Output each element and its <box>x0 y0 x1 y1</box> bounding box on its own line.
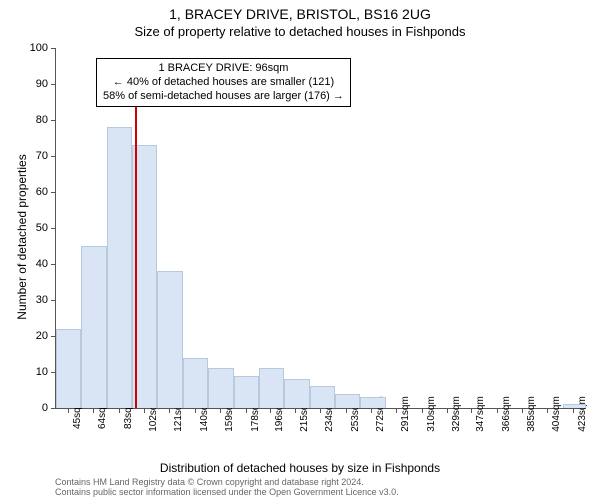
y-tick-label: 100 <box>30 42 48 54</box>
y-tick <box>51 156 56 157</box>
histogram-bar <box>234 376 259 408</box>
x-tick-label: 423sqm <box>577 396 588 432</box>
attribution-text: Contains HM Land Registry data © Crown c… <box>55 478 399 498</box>
attribution-line-2: Contains public sector information licen… <box>55 488 399 498</box>
histogram-bar <box>56 329 81 408</box>
x-tick-label: 329sqm <box>451 396 462 432</box>
y-tick-label: 60 <box>36 186 48 198</box>
histogram-bar <box>183 358 208 408</box>
reference-line <box>135 66 137 408</box>
x-tick <box>93 408 94 413</box>
y-tick-label: 40 <box>36 258 48 270</box>
x-tick-label: 291sqm <box>400 396 411 432</box>
x-tick <box>396 408 397 413</box>
annotation-line-1: 1 BRACEY DRIVE: 96sqm <box>103 62 344 76</box>
x-tick <box>497 408 498 413</box>
x-axis-label: Distribution of detached houses by size … <box>0 461 600 475</box>
x-tick <box>119 408 120 413</box>
x-tick <box>371 408 372 413</box>
x-tick <box>220 408 221 413</box>
histogram-bar <box>284 379 309 408</box>
x-tick-label: 310sqm <box>426 396 437 432</box>
y-tick <box>51 264 56 265</box>
y-tick-label: 30 <box>36 294 48 306</box>
x-tick <box>522 408 523 413</box>
annotation-line-2: ← 40% of detached houses are smaller (12… <box>103 76 344 90</box>
y-tick-label: 0 <box>42 402 48 414</box>
histogram-bar <box>157 271 182 408</box>
histogram-bar <box>208 368 233 408</box>
y-tick <box>51 48 56 49</box>
y-tick-label: 50 <box>36 222 48 234</box>
x-tick <box>320 408 321 413</box>
x-tick <box>547 408 548 413</box>
x-tick <box>447 408 448 413</box>
histogram-bar <box>360 397 385 408</box>
x-tick <box>169 408 170 413</box>
x-tick-label: 366sqm <box>501 396 512 432</box>
x-tick <box>295 408 296 413</box>
x-tick <box>573 408 574 413</box>
histogram-bar <box>259 368 284 408</box>
x-tick-label: 347sqm <box>475 396 486 432</box>
histogram-bar <box>563 404 586 408</box>
chart-title-2: Size of property relative to detached ho… <box>0 24 600 39</box>
x-tick <box>144 408 145 413</box>
y-tick <box>51 300 56 301</box>
x-tick <box>422 408 423 413</box>
y-tick-label: 20 <box>36 330 48 342</box>
x-tick-label: 404sqm <box>551 396 562 432</box>
x-tick <box>195 408 196 413</box>
annotation-box: 1 BRACEY DRIVE: 96sqm ← 40% of detached … <box>96 58 351 107</box>
x-tick-label: 385sqm <box>526 396 537 432</box>
histogram-bar <box>107 127 132 408</box>
y-tick <box>51 120 56 121</box>
y-tick-label: 80 <box>36 114 48 126</box>
x-tick <box>270 408 271 413</box>
annotation-line-3: 58% of semi-detached houses are larger (… <box>103 90 344 104</box>
histogram-bar <box>81 246 106 408</box>
y-tick <box>51 228 56 229</box>
y-tick <box>51 192 56 193</box>
chart-container: 1, BRACEY DRIVE, BRISTOL, BS16 2UG Size … <box>0 0 600 500</box>
x-tick <box>471 408 472 413</box>
histogram-bar <box>310 386 335 408</box>
x-tick <box>346 408 347 413</box>
y-axis-label: Number of detached properties <box>15 137 29 337</box>
plot-area: 010203040506070809010045sqm64sqm83sqm102… <box>55 48 586 409</box>
y-tick <box>51 84 56 85</box>
x-tick <box>246 408 247 413</box>
y-tick-label: 10 <box>36 366 48 378</box>
y-tick <box>51 408 56 409</box>
x-tick <box>68 408 69 413</box>
y-tick-label: 70 <box>36 150 48 162</box>
histogram-bar <box>335 394 360 408</box>
y-tick-label: 90 <box>36 78 48 90</box>
chart-title-1: 1, BRACEY DRIVE, BRISTOL, BS16 2UG <box>0 6 600 22</box>
